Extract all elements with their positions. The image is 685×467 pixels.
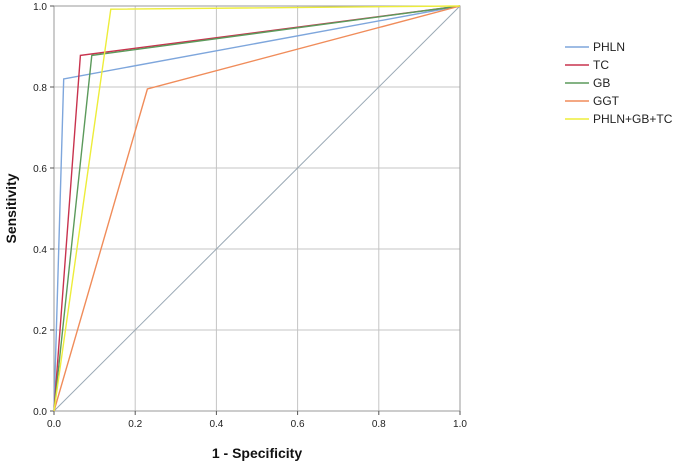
y-axis-label: Sensitivity xyxy=(3,173,19,243)
x-tick-label: 0.0 xyxy=(47,419,61,430)
reference-diagonal xyxy=(53,5,461,412)
series-line-phln-gb-tc xyxy=(53,5,461,412)
x-tick-label: 0.6 xyxy=(291,419,305,430)
series-line-phln xyxy=(53,5,461,412)
legend-label-phln-gb-tc: PHLN+GB+TC xyxy=(593,112,673,126)
series-line-gb xyxy=(53,5,461,412)
y-tick-label: 1.0 xyxy=(33,2,47,13)
y-tick-label: 0.2 xyxy=(33,326,47,337)
legend: PHLN TC GB GGT PHLN+GB+TC xyxy=(565,40,673,126)
y-tick-label: 0.0 xyxy=(33,407,47,418)
legend-label-gb: GB xyxy=(593,76,610,90)
y-tick-label: 0.6 xyxy=(33,164,47,175)
legend-label-tc: TC xyxy=(593,58,609,72)
x-tick-label: 0.8 xyxy=(372,419,386,430)
x-tick-label: 0.4 xyxy=(209,419,223,430)
legend-label-phln: PHLN xyxy=(593,40,625,54)
axis-ticks: 0.0 0.2 0.4 0.6 0.8 1.0 0.0 0.2 0.4 0.6 0.8 1.0 xyxy=(33,2,467,430)
x-axis-label: 1 - Specificity xyxy=(212,445,302,461)
grid-lines xyxy=(54,6,460,411)
x-tick-label: 1.0 xyxy=(453,419,467,430)
y-tick-label: 0.4 xyxy=(33,245,47,256)
plot-area-frame xyxy=(53,5,461,412)
series-line-ggt xyxy=(53,5,461,412)
y-tick-label: 0.8 xyxy=(33,83,47,94)
legend-label-ggt: GGT xyxy=(593,94,620,108)
x-tick-label: 0.2 xyxy=(128,419,142,430)
series-lines xyxy=(53,5,461,412)
